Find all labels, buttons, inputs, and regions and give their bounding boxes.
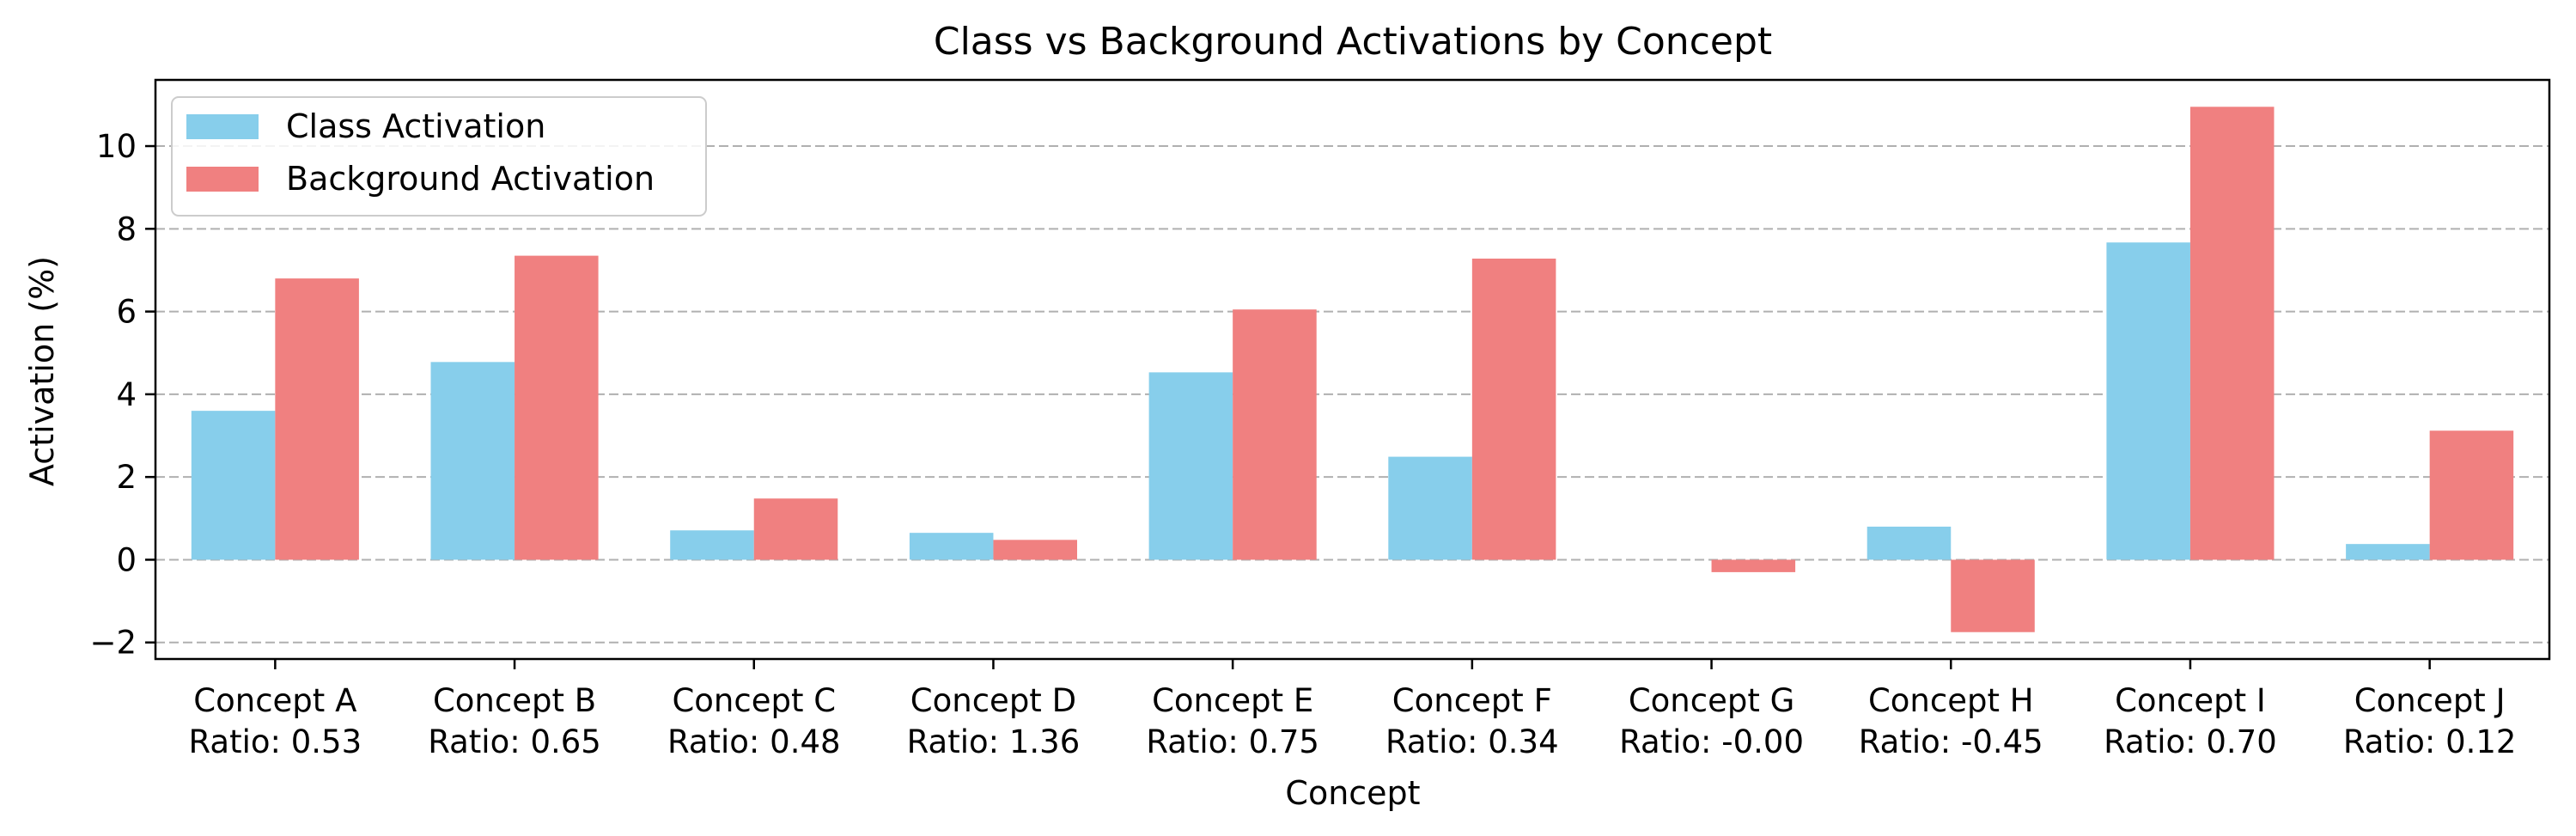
legend-label: Background Activation — [286, 160, 655, 198]
x-tick-sublabel: Ratio: -0.45 — [1859, 723, 2043, 760]
bar-class-i — [2106, 242, 2190, 560]
chart-title: Class vs Background Activations by Conce… — [934, 20, 1772, 64]
bar-class-c — [670, 530, 754, 560]
bar-background-d — [993, 540, 1077, 560]
bar-background-e — [1233, 309, 1317, 560]
y-axis-ticks: −2 0 2 4 6 8 10 — [89, 128, 155, 662]
bars — [191, 107, 2514, 632]
bar-class-e — [1148, 372, 1233, 560]
bar-class-h — [1867, 526, 1952, 560]
legend-swatch — [186, 114, 259, 139]
x-axis-ticks: Concept A Ratio: 0.53 Concept B Ratio: 0.65… — [189, 659, 2517, 760]
x-tick-sublabel: Ratio: 0.53 — [189, 723, 362, 760]
y-tick-label: 0 — [116, 541, 137, 578]
legend: Class Activation Background Activation — [171, 96, 707, 217]
x-tick-sublabel: Ratio: 0.65 — [428, 723, 601, 760]
bar-background-g — [1711, 559, 1796, 572]
legend-label: Class Activation — [286, 107, 545, 145]
bar-background-f — [1471, 258, 1556, 560]
x-tick-label: Concept J — [2354, 682, 2506, 719]
x-tick-sublabel: Ratio: 1.36 — [907, 723, 1081, 760]
x-tick-sublabel: Ratio: 0.12 — [2343, 723, 2517, 760]
x-tick-label: Concept E — [1152, 682, 1313, 719]
x-tick-sublabel: Ratio: 0.34 — [1385, 723, 1559, 760]
y-tick-label: 8 — [116, 211, 137, 247]
y-tick-label: −2 — [89, 625, 137, 662]
x-tick-label: Concept H — [1868, 682, 2034, 719]
x-tick-sublabel: Ratio: 0.48 — [667, 723, 841, 760]
x-axis-label: Concept — [1285, 774, 1420, 812]
bar-class-b — [430, 362, 515, 560]
x-tick-sublabel: Ratio: 0.75 — [1146, 723, 1319, 760]
x-tick-label: Concept C — [672, 682, 836, 719]
bar-class-f — [1388, 456, 1472, 560]
bar-background-i — [2189, 107, 2275, 560]
y-axis-label: Activation (%) — [23, 256, 61, 486]
x-tick-sublabel: Ratio: 0.70 — [2104, 723, 2277, 760]
bar-class-d — [909, 533, 994, 560]
bar-background-b — [515, 255, 599, 560]
x-tick-label: Concept B — [433, 682, 596, 719]
y-tick-label: 4 — [116, 376, 137, 413]
plot-area-frame — [154, 78, 2551, 661]
x-tick-label: Concept F — [1392, 682, 1552, 719]
y-tick-label: 10 — [96, 128, 137, 165]
bar-background-h — [1951, 559, 2035, 632]
y-tick-label: 2 — [116, 459, 137, 496]
bar-background-a — [275, 278, 359, 560]
x-tick-label: Concept G — [1629, 682, 1794, 719]
y-tick-label: 6 — [116, 294, 137, 331]
bar-background-j — [2429, 430, 2514, 560]
x-tick-label: Concept A — [193, 682, 356, 719]
legend-swatch — [186, 167, 259, 192]
x-tick-label: Concept I — [2115, 682, 2266, 719]
bar-class-a — [191, 411, 276, 560]
x-tick-label: Concept D — [910, 682, 1076, 719]
x-tick-sublabel: Ratio: -0.00 — [1619, 723, 1804, 760]
bar-background-c — [753, 498, 838, 560]
bar-class-j — [2346, 544, 2430, 560]
legend-box — [171, 96, 707, 217]
